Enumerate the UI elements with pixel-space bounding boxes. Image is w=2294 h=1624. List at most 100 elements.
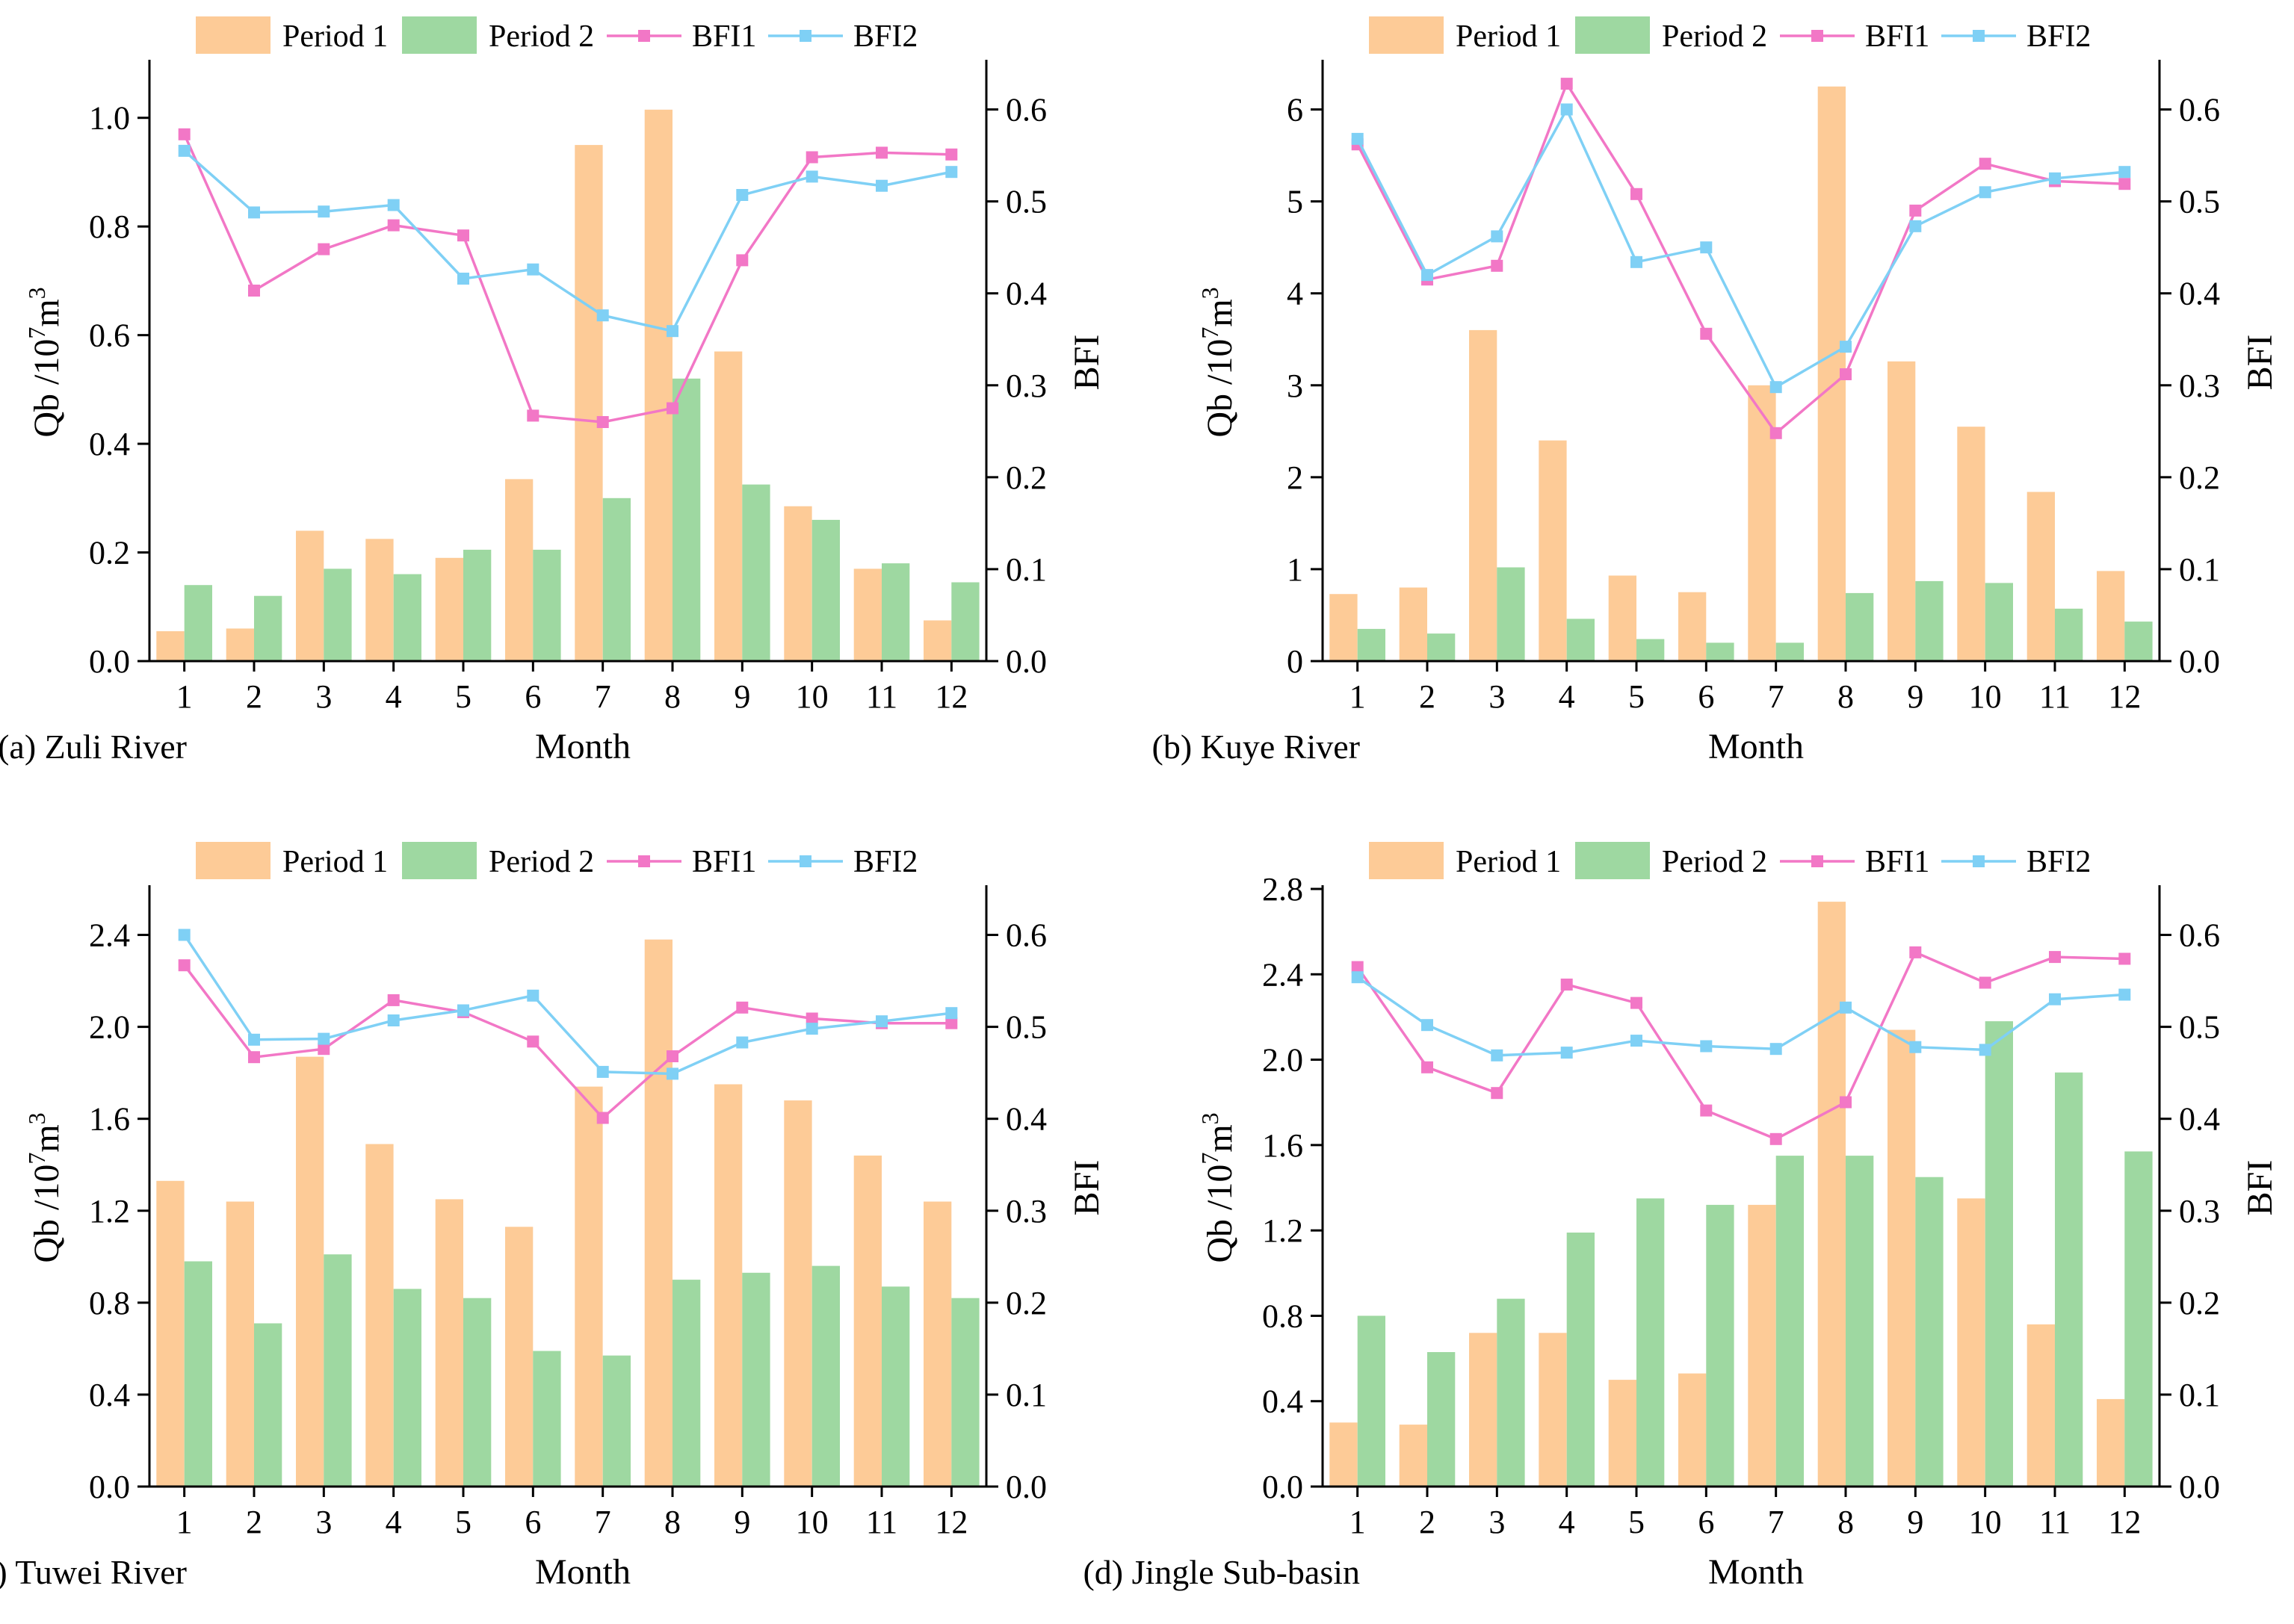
legend-label-bfi2: BFI2 [853,19,918,54]
point-bfi1-month-3 [318,243,330,255]
y2-tick-label: 0.1 [2179,1377,2220,1413]
x-tick-label: 1 [1349,1504,1366,1540]
bar-period2-month-3 [324,568,352,661]
legend-swatch-period1 [1369,16,1444,54]
y-tick-label: 1.6 [89,1101,130,1138]
y2-tick-label: 0.3 [1006,1193,1047,1230]
y-tick-label: 3 [1287,368,1303,404]
legend-marker-bfi2 [1973,855,1985,867]
point-bfi2-month-1 [178,929,191,941]
point-bfi2-month-6 [527,989,540,1002]
bar-period2-month-4 [393,1289,421,1487]
y2-tick-label: 0.4 [1006,276,1047,312]
point-bfi1-month-2 [1421,1061,1433,1073]
bar-period1-month-6 [1678,1373,1707,1487]
line-bfi2 [1356,976,2125,1057]
legend-marker-bfi1 [1811,30,1823,42]
y2-tick-label: 0.2 [1006,1285,1047,1321]
bar-period1-month-10 [784,1100,812,1487]
point-bfi2-month-3 [1491,230,1503,243]
legend-label-period1: Period 1 [1456,845,1561,879]
bar-period2-month-12 [951,582,980,661]
point-bfi1-month-9 [736,254,749,267]
x-tick-label: 2 [1419,678,1435,715]
line-bfi2 [183,934,952,1076]
x-tick-label: 3 [315,1504,332,1540]
y2-tick-label: 0.2 [2179,1285,2220,1321]
point-bfi2-month-9 [1909,220,1922,232]
legend-label-period2: Period 2 [1662,845,1767,879]
point-bfi2-month-11 [2049,172,2061,185]
bar-period2-month-12 [2124,1151,2153,1487]
y-tick-label: 0.0 [89,643,130,680]
point-bfi2-month-7 [596,309,609,322]
point-bfi2-month-8 [667,1067,678,1080]
bar-period1-month-6 [1678,592,1707,661]
legend: Period 1 Period 2 BFI1 BFI2 [1369,842,2091,879]
point-bfi2-month-5 [457,273,469,285]
bar-period2-month-6 [1706,642,1734,661]
bar-period2-month-11 [882,1286,910,1487]
bar-period1-month-5 [435,1199,463,1487]
legend-label-bfi1: BFI1 [692,19,756,54]
x-tick-label: 9 [1907,1504,1923,1540]
y-tick-label: 0.4 [1262,1383,1303,1420]
bar-period1-month-4 [365,1144,394,1487]
panel-d: 0.0 0.4 0.8 1.2 1.6 2.0 2.4 2.8 0.0 0.1 0.2 0.3 0.4 0… [1083,842,2280,1592]
line-bfi2 [183,149,952,333]
y2-axis-title: BFI [2240,1160,2280,1216]
point-bfi2-month-12 [945,1007,958,1020]
bar-period2-month-9 [1915,580,1944,661]
y2-tick-label: 0.2 [1006,459,1047,496]
bar-period2-month-7 [602,498,631,661]
bar-period2-month-8 [673,1280,701,1487]
bar-period1-month-10 [1957,427,1985,661]
bar-period2-month-8 [1846,592,1874,661]
bar-period2-month-10 [1985,1021,2013,1487]
x-tick-label: 6 [1698,678,1714,715]
y2-tick-label: 0.5 [1006,184,1047,220]
bar-period1-month-5 [1608,1380,1636,1487]
point-bfi1-month-1 [1351,961,1364,973]
point-bfi1-month-6 [527,409,540,422]
bar-period2-month-3 [1497,1298,1525,1487]
bar-period1-month-4 [1539,440,1567,661]
bar-period2-month-11 [882,563,910,661]
y2-tick-label: 0.1 [1006,1377,1047,1413]
bar-period2-month-6 [533,549,561,661]
y2-tick-label: 0.6 [1006,917,1047,954]
panel-c: 0.0 0.4 0.8 1.2 1.6 2.0 2.4 0.0 0.1 0.2 0.3 0.4 0.5 0… [0,842,1107,1592]
point-bfi2-month-6 [527,263,540,276]
legend: Period 1 Period 2 BFI1 BFI2 [196,16,918,54]
x-tick-label: 10 [796,1504,829,1540]
point-bfi1-month-7 [596,416,609,428]
x-tick-label: 4 [386,678,402,715]
point-bfi1-month-12 [2118,178,2131,190]
point-bfi2-month-1 [1351,971,1364,984]
bar-period1-month-10 [784,506,812,661]
legend-label-period2: Period 2 [1662,19,1767,54]
point-bfi1-month-10 [1979,158,1991,170]
bar-period1-month-3 [1469,329,1497,661]
point-bfi1-month-12 [2118,952,2131,965]
point-bfi2-month-8 [1840,1001,1852,1014]
point-bfi2-month-2 [248,1033,260,1046]
x-axis-title: Month [535,727,631,766]
legend-label-period1: Period 1 [282,845,388,879]
point-bfi1-month-5 [457,229,469,242]
point-bfi1-month-4 [387,219,400,232]
x-tick-label: 8 [664,678,681,715]
point-bfi1-month-9 [1909,946,1922,958]
y-axis-title: Qb /107m3 [1196,1112,1240,1262]
bar-period2-month-7 [602,1355,631,1487]
bar-period1-month-2 [226,628,254,661]
x-tick-label: 10 [1969,678,2002,715]
point-bfi1-month-7 [1769,427,1782,439]
point-bfi1-month-10 [1979,976,1991,989]
y2-tick-label: 0.6 [2179,917,2220,954]
point-bfi2-month-12 [945,166,958,179]
point-bfi2-month-11 [876,179,888,192]
bar-period1-month-2 [1399,1425,1427,1487]
bar-period1-month-2 [226,1201,254,1487]
bar-period2-month-1 [184,585,212,661]
